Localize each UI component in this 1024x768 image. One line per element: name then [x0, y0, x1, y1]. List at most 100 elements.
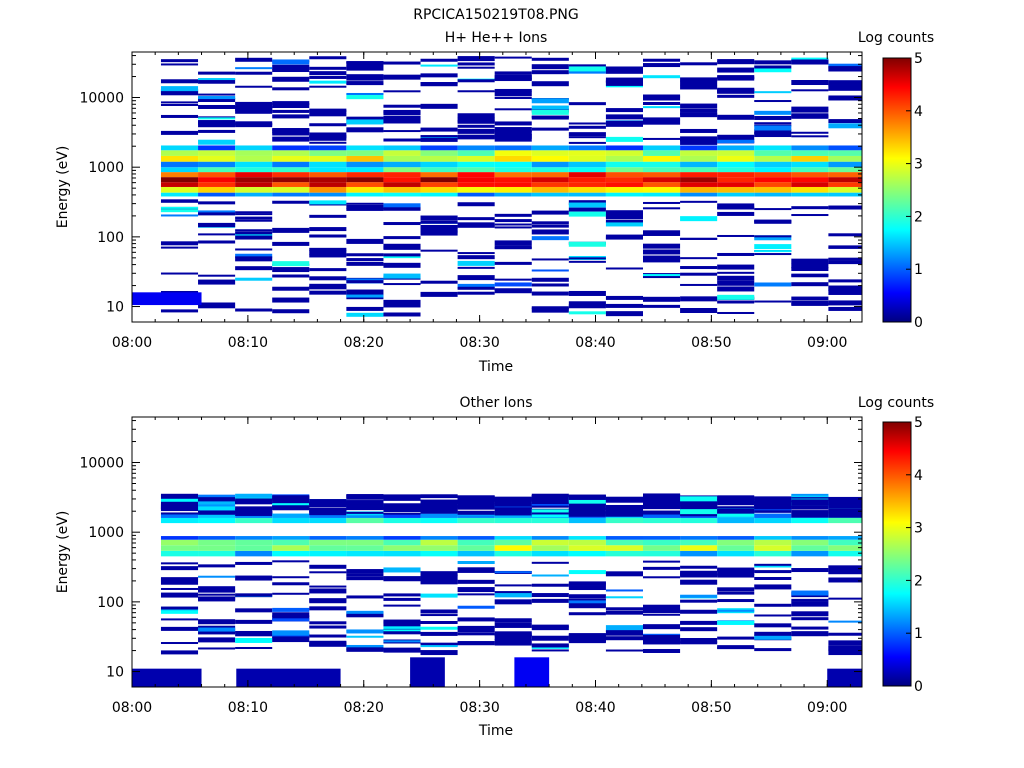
heatmap-cell — [383, 508, 421, 513]
heatmap-cell — [531, 593, 569, 598]
heatmap-cell — [494, 155, 532, 162]
heatmap-cell — [309, 513, 347, 518]
heatmap-cell — [272, 495, 310, 498]
y-axis-label: Energy (eV) — [55, 511, 71, 594]
heatmap-cell — [420, 574, 458, 580]
heatmap-cell — [828, 645, 862, 650]
heatmap-cell — [643, 101, 681, 105]
heatmap-cell — [717, 134, 755, 140]
heatmap-cell — [568, 301, 606, 307]
heatmap-cell — [717, 508, 755, 514]
heatmap-cell — [420, 155, 458, 162]
heatmap-cell — [160, 650, 199, 655]
y-axis-label: Energy (eV) — [55, 146, 71, 229]
x-tick-label: 08:00 — [112, 335, 152, 351]
heatmap-cell — [828, 186, 862, 193]
heatmap-cell — [828, 517, 862, 524]
heatmap-cell — [457, 495, 495, 500]
heatmap-cell — [605, 145, 643, 151]
heatmap-cell — [160, 167, 199, 173]
heatmap-cell — [309, 536, 347, 540]
heatmap-cell — [346, 186, 384, 193]
heatmap-cell — [717, 636, 755, 640]
heatmap-cell — [160, 90, 199, 94]
heatmap-cell — [605, 630, 643, 636]
heatmap-cell — [235, 308, 273, 312]
heatmap-cell — [420, 127, 458, 132]
heatmap-cell — [160, 186, 199, 193]
heatmap-cell — [754, 507, 792, 513]
heatmap-cell — [235, 85, 273, 88]
heatmap-cell — [346, 238, 384, 244]
heatmap-cell — [494, 539, 532, 546]
heatmap-cell — [309, 511, 347, 515]
heatmap-cell — [754, 300, 792, 303]
heatmap-cell — [568, 635, 606, 641]
heatmap-cell — [272, 172, 310, 178]
heatmap-cell — [828, 83, 862, 86]
heatmap-cell — [791, 517, 829, 524]
heatmap-cell — [643, 243, 681, 249]
heatmap-cell — [717, 211, 755, 216]
heatmap-cell — [680, 192, 718, 197]
heatmap-cell — [198, 161, 236, 168]
heatmap-cell — [272, 161, 310, 168]
heatmap-cell — [828, 150, 862, 156]
heatmap-cell — [568, 102, 606, 106]
heatmap-cell — [680, 296, 718, 302]
y-tick-label: 1000 — [88, 525, 124, 541]
heatmap-cell — [717, 280, 755, 286]
heatmap-cell — [494, 504, 532, 509]
heatmap-cell — [791, 150, 829, 156]
heatmap-cell — [605, 545, 643, 551]
heatmap-cell — [160, 155, 199, 162]
heatmap-cell — [605, 596, 643, 599]
heatmap-cell — [791, 267, 829, 272]
heatmap-cell — [420, 58, 458, 62]
x-axis-label: Time — [478, 723, 513, 739]
heatmap-cell — [383, 172, 421, 178]
heatmap-cell — [494, 618, 532, 622]
heatmap-cell — [198, 637, 236, 643]
heatmap-cell — [568, 122, 606, 125]
heatmap-cell — [494, 622, 532, 628]
heatmap-cell — [568, 260, 606, 263]
heatmap-cell — [346, 573, 384, 577]
heatmap-cell — [643, 634, 681, 640]
heatmap-cell — [346, 576, 384, 581]
heatmap-cell — [717, 94, 755, 98]
heatmap-cell — [272, 69, 310, 73]
heatmap-cell — [309, 585, 347, 588]
heatmap-cell — [680, 161, 718, 168]
heatmap-cell — [791, 161, 829, 168]
heatmap-cell — [828, 500, 862, 506]
heatmap-cell — [494, 247, 532, 250]
heatmap-cell — [457, 117, 495, 123]
heatmap-cell — [309, 571, 347, 574]
heatmap-cell — [309, 564, 347, 569]
heatmap-cell — [605, 267, 643, 270]
heatmap-cell — [346, 539, 384, 546]
heatmap-cell — [457, 593, 495, 596]
heatmap-cell — [791, 177, 829, 183]
heatmap-cell — [272, 145, 310, 151]
heatmap-cell — [643, 304, 681, 308]
heatmap-cell — [754, 100, 792, 103]
heatmap-cell — [531, 81, 569, 87]
heatmap-cell — [272, 576, 310, 579]
heatmap-cell — [680, 283, 718, 286]
heatmap-cell — [309, 132, 347, 136]
heatmap-cell — [383, 496, 421, 501]
heatmap-cell — [494, 498, 532, 502]
x-tick-label: 08:20 — [344, 335, 384, 351]
heatmap-cell — [420, 571, 458, 577]
heatmap-cell — [272, 634, 310, 637]
heatmap-cell — [272, 517, 310, 524]
heatmap-cell — [643, 608, 681, 614]
heatmap-cell — [198, 93, 236, 96]
heatmap-cell — [754, 125, 792, 131]
heatmap-cell — [198, 504, 236, 508]
heatmap-cell — [568, 257, 606, 260]
heatmap-cell — [420, 642, 458, 647]
